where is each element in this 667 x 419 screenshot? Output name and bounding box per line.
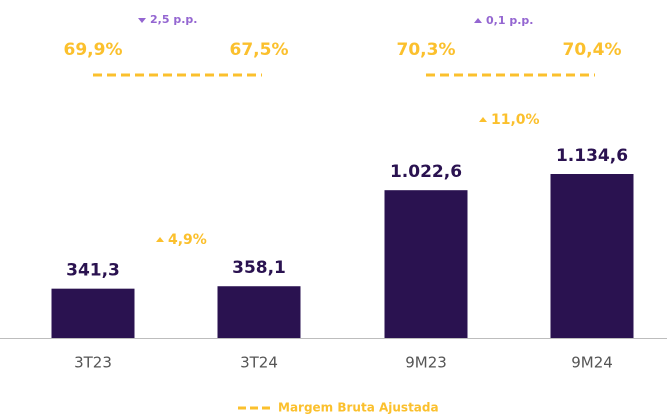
value-label: 358,1 (232, 258, 286, 278)
value-label: 1.022,6 (390, 162, 462, 182)
bar (51, 288, 135, 338)
delta-label: 2,5 p.p. (150, 13, 197, 26)
delta-arrow (156, 237, 164, 242)
bar (550, 174, 634, 338)
delta-label: 4,9% (168, 232, 207, 248)
delta-label: 11,0% (491, 112, 540, 128)
margin-label: 69,9% (64, 40, 123, 60)
margin-label: 70,4% (563, 40, 622, 60)
delta-arrow (138, 18, 146, 23)
delta-label: 0,1 p.p. (486, 14, 533, 27)
bar (384, 190, 468, 338)
value-label: 1.134,6 (556, 146, 628, 166)
x-tick-label: 3T23 (74, 354, 112, 372)
value-label: 341,3 (66, 261, 120, 281)
x-tick-label: 3T24 (240, 354, 278, 372)
margin-label: 67,5% (230, 40, 289, 60)
legend-label: Margem Bruta Ajustada (278, 401, 439, 415)
margin-label: 70,3% (397, 40, 456, 60)
bar (217, 286, 301, 338)
delta-arrow (479, 117, 487, 122)
delta-arrow (474, 18, 482, 23)
x-tick-label: 9M23 (405, 354, 447, 372)
x-tick-label: 9M24 (571, 354, 613, 372)
